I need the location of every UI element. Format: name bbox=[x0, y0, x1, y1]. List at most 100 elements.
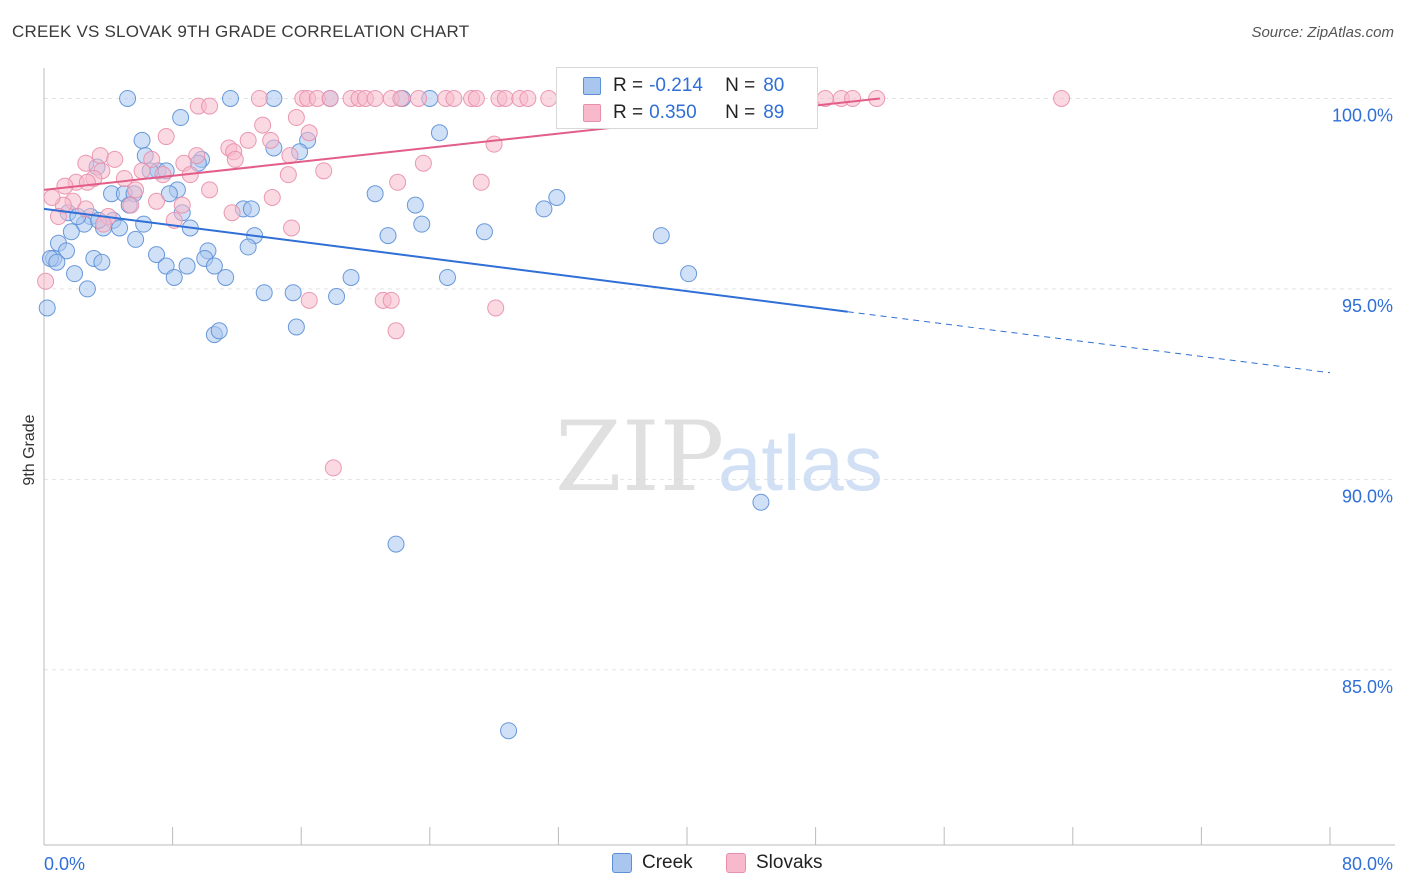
y-tick-label: 85.0% bbox=[1342, 677, 1393, 697]
slovak-point bbox=[122, 196, 140, 214]
slovak-point bbox=[472, 173, 490, 191]
creek-point bbox=[119, 89, 137, 107]
creek-point bbox=[178, 257, 196, 275]
creek-point bbox=[379, 227, 397, 245]
grid-layer bbox=[44, 97, 1395, 671]
slovak-point bbox=[173, 196, 191, 214]
slovak-point bbox=[540, 89, 558, 107]
creek-point bbox=[752, 493, 770, 511]
r-value: 0.350 bbox=[649, 102, 697, 123]
creek-point bbox=[387, 535, 405, 553]
watermark-zip: ZIP bbox=[555, 401, 724, 513]
correlation-legend: R = -0.214 N = 80 R = 0.350 N = 89 bbox=[556, 67, 818, 129]
creek-point bbox=[48, 253, 66, 271]
creek-legend-label: Creek bbox=[642, 852, 693, 873]
creek-point bbox=[58, 242, 76, 260]
creek-swatch bbox=[583, 77, 601, 95]
creek-point bbox=[217, 268, 235, 286]
creek-point bbox=[406, 196, 424, 214]
legend-item-creek[interactable]: Creek bbox=[612, 852, 693, 874]
tick-labels-layer: 100.0% 95.0% 90.0% 85.0% 0.0% 80.0% bbox=[44, 105, 1393, 874]
series-legend: Creek Slovaks bbox=[0, 852, 1406, 878]
slovak-point bbox=[300, 291, 318, 309]
slovak-point bbox=[91, 147, 109, 165]
slovak-point bbox=[287, 109, 305, 127]
slovak-point bbox=[321, 89, 339, 107]
creek-point bbox=[205, 257, 223, 275]
creek-point bbox=[133, 131, 151, 149]
creek-point bbox=[111, 219, 129, 237]
creek-point bbox=[652, 227, 670, 245]
slovak-point bbox=[254, 116, 272, 134]
creek-point bbox=[438, 268, 456, 286]
slovak-point bbox=[148, 192, 166, 210]
y-tick-label: 90.0% bbox=[1342, 486, 1393, 506]
slovak-point bbox=[366, 89, 384, 107]
n-value: 80 bbox=[763, 75, 785, 96]
slovak-point bbox=[226, 150, 244, 168]
legend-row-slovak: R = 0.350 N = 89 bbox=[583, 100, 784, 126]
legend-item-slovaks[interactable]: Slovaks bbox=[726, 852, 823, 874]
creek-point bbox=[430, 124, 448, 142]
y-axis-label: 9th Grade bbox=[21, 414, 38, 486]
creek-legend-swatch bbox=[612, 853, 632, 873]
slovak-point bbox=[387, 322, 405, 340]
y-tick-label: 100.0% bbox=[1332, 105, 1393, 125]
x-tick-label-min: 0.0% bbox=[44, 854, 85, 874]
slovak-point bbox=[239, 131, 257, 149]
creek-point bbox=[242, 200, 260, 218]
slovak-point bbox=[250, 89, 268, 107]
slovak-swatch bbox=[583, 104, 601, 122]
slovak-point bbox=[37, 272, 55, 290]
slovak-point bbox=[43, 189, 61, 206]
slovak-point bbox=[157, 128, 175, 146]
slovak-point bbox=[496, 89, 514, 107]
creek-point bbox=[165, 268, 183, 286]
creek-point bbox=[475, 223, 493, 241]
creek-point bbox=[413, 215, 431, 233]
slovak-points-layer bbox=[37, 89, 1071, 477]
r-label: R = bbox=[613, 75, 644, 96]
slovak-point bbox=[143, 150, 161, 168]
slovak-point bbox=[315, 162, 333, 180]
slovak-legend-label: Slovaks bbox=[756, 852, 823, 873]
creek-point bbox=[38, 299, 56, 317]
creek-point bbox=[255, 284, 273, 302]
r-label: R = bbox=[613, 102, 644, 123]
creek-point bbox=[78, 280, 96, 298]
creek-point bbox=[342, 268, 360, 286]
slovak-point bbox=[263, 189, 281, 206]
creek-point bbox=[160, 185, 178, 203]
creek-point bbox=[287, 318, 305, 336]
r-value: -0.214 bbox=[649, 75, 703, 96]
slovak-point bbox=[154, 166, 172, 184]
slovak-point bbox=[382, 291, 400, 309]
slovak-point bbox=[262, 131, 280, 149]
creek-point bbox=[548, 189, 566, 206]
x-tick-label-max: 80.0% bbox=[1342, 854, 1393, 874]
creek-point bbox=[284, 284, 302, 302]
slovak-point bbox=[201, 181, 219, 199]
slovak-point bbox=[414, 154, 432, 172]
slovak-point bbox=[519, 89, 537, 107]
slovak-point bbox=[106, 150, 124, 168]
slovak-point bbox=[49, 208, 67, 226]
slovak-point bbox=[279, 166, 297, 184]
slovak-point bbox=[188, 147, 206, 165]
slovak-point bbox=[133, 162, 151, 180]
slovak-point bbox=[78, 173, 96, 191]
slovak-point bbox=[844, 89, 862, 107]
creek-point bbox=[93, 253, 111, 271]
slovak-point bbox=[445, 89, 463, 107]
creek-point bbox=[239, 238, 257, 256]
slovak-point bbox=[127, 181, 145, 199]
slovak-point bbox=[389, 173, 407, 191]
slovak-point bbox=[487, 299, 505, 317]
creek-trend-extension bbox=[847, 311, 1331, 374]
creek-trend-line bbox=[43, 207, 848, 313]
slovak-point bbox=[467, 89, 485, 107]
creek-point bbox=[172, 109, 190, 127]
creek-point bbox=[135, 215, 153, 233]
creek-point bbox=[66, 265, 84, 283]
creek-point bbox=[535, 200, 553, 218]
